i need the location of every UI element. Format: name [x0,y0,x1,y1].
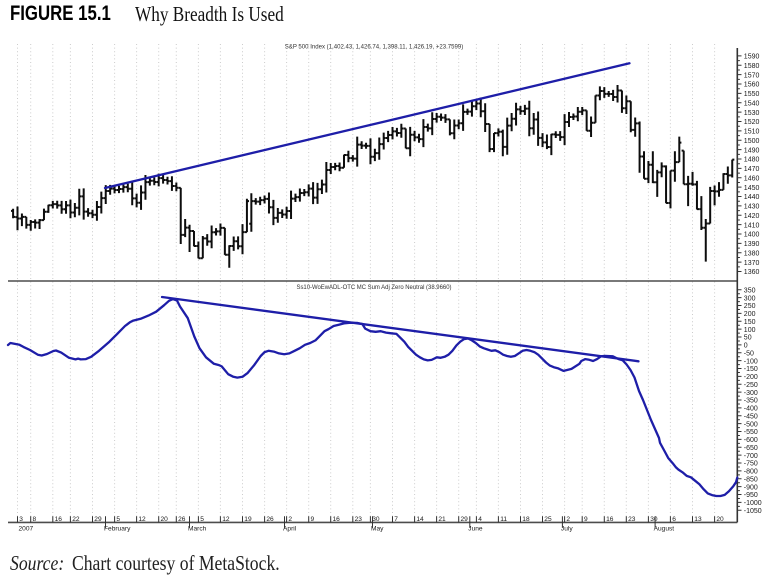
svg-text:1540: 1540 [744,100,760,107]
svg-text:June: June [468,526,483,533]
svg-text:9: 9 [311,516,315,523]
svg-text:-1000: -1000 [744,500,762,507]
svg-text:February: February [104,526,131,533]
svg-text:-900: -900 [744,484,758,491]
svg-text:1440: 1440 [744,194,760,201]
svg-text:2007: 2007 [19,526,34,533]
svg-text:-650: -650 [744,445,758,452]
svg-text:12: 12 [138,516,146,523]
svg-text:23: 23 [355,516,363,523]
svg-text:1580: 1580 [744,63,760,70]
svg-text:50: 50 [744,335,752,342]
svg-text:20: 20 [716,516,724,523]
svg-text:1420: 1420 [744,213,760,220]
svg-text:25: 25 [544,516,552,523]
svg-text:-400: -400 [744,406,758,413]
svg-text:3: 3 [19,516,23,523]
svg-text:-100: -100 [744,358,758,365]
svg-text:1380: 1380 [744,250,760,257]
svg-text:Ss10-WoEwADL-OTC MC Sum Adj Ze: Ss10-WoEwADL-OTC MC Sum Adj Zero Neutral… [297,285,452,291]
svg-text:S&P 500 Index (1,402.43, 1,426: S&P 500 Index (1,402.43, 1,426.74, 1,398… [285,45,463,51]
svg-text:-950: -950 [744,492,758,499]
svg-text:July: July [561,526,573,533]
svg-text:1480: 1480 [744,157,760,164]
svg-text:April: April [283,526,297,533]
svg-text:1410: 1410 [744,222,760,229]
svg-text:4: 4 [478,516,482,523]
svg-text:19: 19 [244,516,252,523]
svg-text:16: 16 [606,516,614,523]
svg-text:May: May [371,526,384,533]
svg-text:-500: -500 [744,421,758,428]
svg-text:1590: 1590 [744,54,760,61]
svg-text:-1050: -1050 [744,508,762,515]
svg-text:1530: 1530 [744,110,760,117]
svg-text:-350: -350 [744,398,758,405]
svg-text:1560: 1560 [744,82,760,89]
svg-text:1360: 1360 [744,269,760,276]
svg-text:-250: -250 [744,382,758,389]
svg-text:1390: 1390 [744,241,760,248]
svg-text:9: 9 [584,516,588,523]
svg-text:-550: -550 [744,429,758,436]
svg-text:30: 30 [650,516,658,523]
svg-text:1400: 1400 [744,232,760,239]
svg-text:16: 16 [333,516,341,523]
svg-text:1510: 1510 [744,129,760,136]
svg-text:-300: -300 [744,390,758,397]
svg-text:21: 21 [438,516,446,523]
svg-text:1460: 1460 [744,175,760,182]
svg-text:29: 29 [461,516,469,523]
svg-text:-450: -450 [744,413,758,420]
svg-text:August: August [654,526,675,533]
svg-text:2: 2 [288,516,292,523]
svg-text:1520: 1520 [744,119,760,126]
svg-text:26: 26 [178,516,186,523]
svg-text:13: 13 [694,516,702,523]
svg-text:7: 7 [394,516,398,523]
svg-text:350: 350 [744,287,756,294]
svg-text:14: 14 [416,516,424,523]
svg-text:2: 2 [566,516,570,523]
svg-text:-600: -600 [744,437,758,444]
svg-text:-750: -750 [744,461,758,468]
svg-text:150: 150 [744,319,756,326]
svg-text:5: 5 [116,516,120,523]
svg-text:March: March [188,526,207,533]
svg-text:-50: -50 [744,350,754,357]
svg-text:30: 30 [372,516,380,523]
svg-text:-700: -700 [744,453,758,460]
svg-text:29: 29 [94,516,102,523]
svg-text:1370: 1370 [744,260,760,267]
svg-text:11: 11 [500,516,507,523]
svg-text:26: 26 [266,516,274,523]
svg-text:6: 6 [672,516,676,523]
svg-text:12: 12 [222,516,230,523]
svg-text:1500: 1500 [744,138,760,145]
svg-text:1450: 1450 [744,185,760,192]
svg-text:-200: -200 [744,374,758,381]
svg-text:100: 100 [744,327,756,334]
svg-text:23: 23 [628,516,636,523]
svg-text:-850: -850 [744,476,758,483]
svg-text:1570: 1570 [744,72,760,79]
svg-text:1490: 1490 [744,147,760,154]
svg-text:20: 20 [161,516,169,523]
svg-text:300: 300 [744,295,756,302]
svg-text:1430: 1430 [744,204,760,211]
svg-text:16: 16 [55,516,63,523]
svg-text:-150: -150 [744,366,758,373]
svg-text:8: 8 [33,516,37,523]
svg-text:5: 5 [200,516,204,523]
svg-text:1470: 1470 [744,166,760,173]
svg-text:18: 18 [522,516,530,523]
svg-text:250: 250 [744,303,756,310]
svg-text:0: 0 [744,343,748,350]
svg-text:1550: 1550 [744,91,760,98]
svg-text:-800: -800 [744,469,758,476]
svg-text:22: 22 [72,516,80,523]
svg-text:200: 200 [744,311,756,318]
